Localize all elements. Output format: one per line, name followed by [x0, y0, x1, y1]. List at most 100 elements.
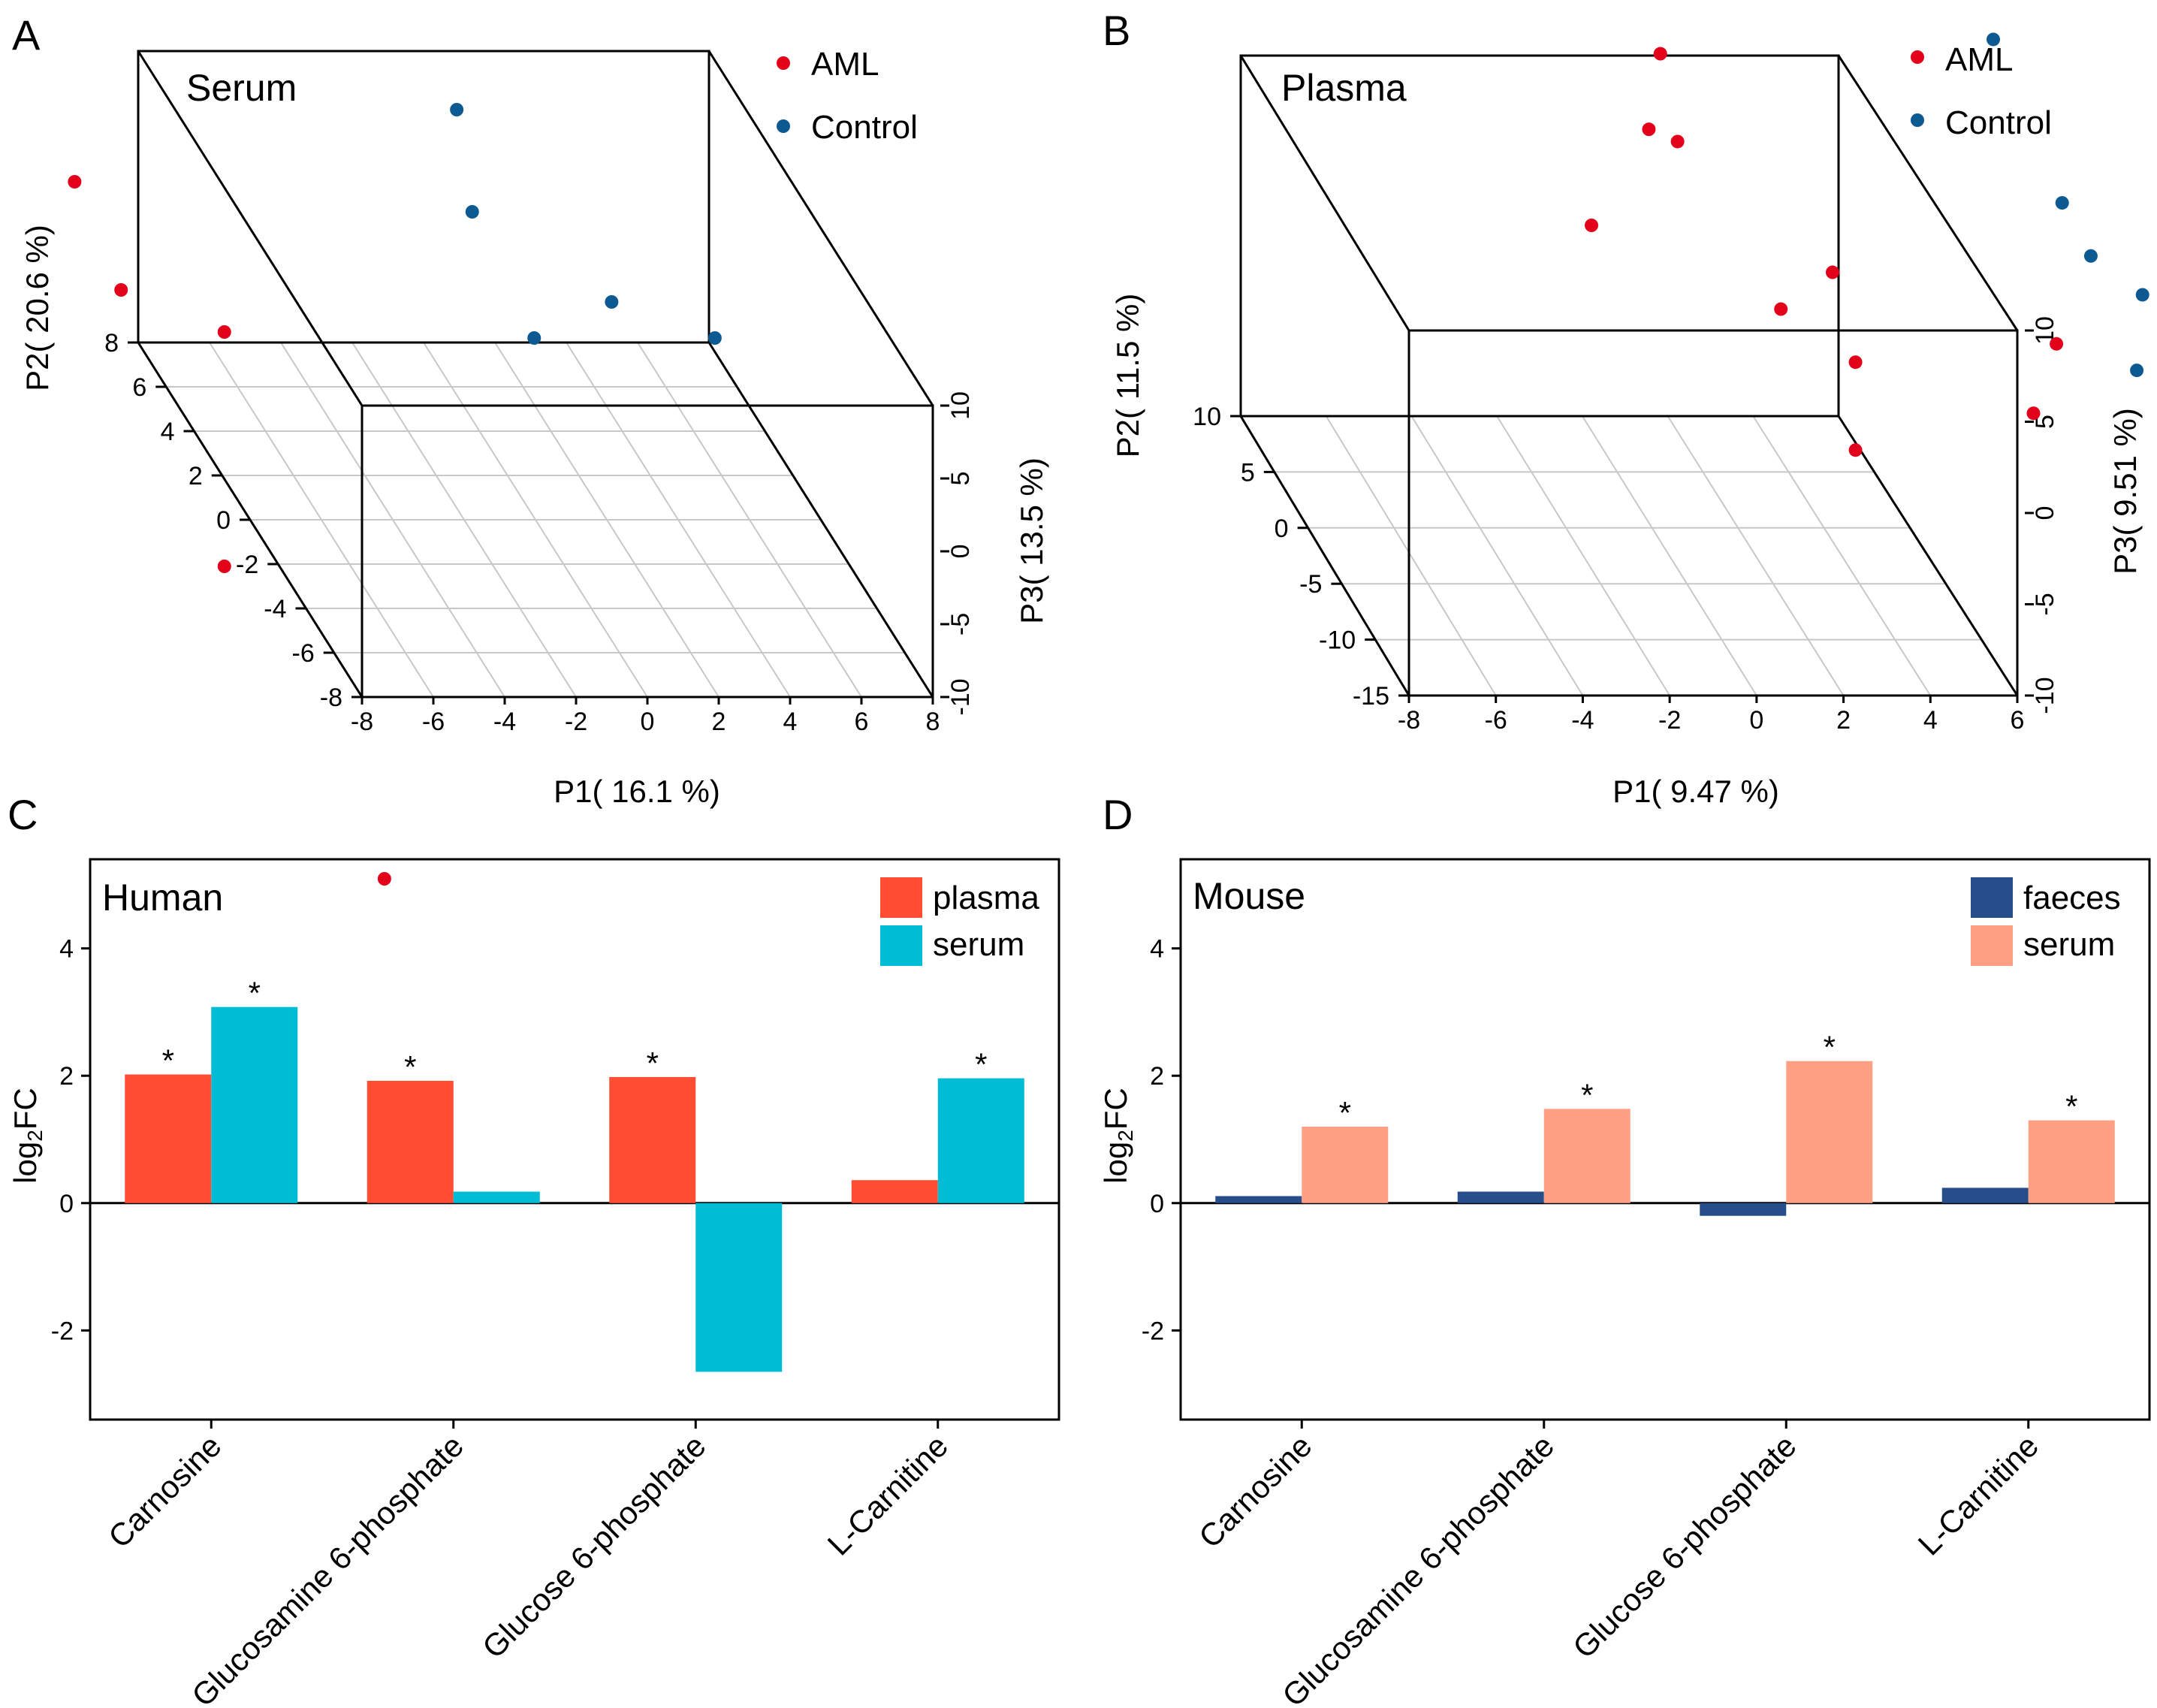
- aml-point: [114, 283, 128, 297]
- x-tick-label: -4: [1571, 706, 1594, 735]
- aml-point: [68, 175, 82, 189]
- x-axis-label: P1( 16.1 %): [554, 774, 720, 809]
- y-tick-label: 2: [59, 1062, 74, 1091]
- bar-serum: [1302, 1127, 1389, 1203]
- panel-label-d: D: [1103, 791, 1133, 838]
- y-tick-label: -4: [264, 595, 286, 623]
- x-tick-label: -6: [1485, 706, 1507, 735]
- y-tick-label: 0: [59, 1190, 74, 1218]
- x-tick-label: -4: [493, 708, 516, 736]
- y-axis-ticks: 10 50 -5 -10 -15: [1193, 403, 1409, 711]
- y-tick-label: -2: [51, 1317, 74, 1345]
- x-tick-label: 6: [2011, 706, 2025, 735]
- y-tick-label: -15: [1353, 682, 1389, 711]
- legend-marker-control: [1911, 113, 1924, 127]
- x-tick-label: -8: [1398, 706, 1420, 735]
- y-tick-label: 5: [1241, 458, 1255, 487]
- bar-faeces: [1700, 1203, 1787, 1216]
- plot-title: Human: [102, 877, 223, 919]
- y-tick-label: 0: [1150, 1190, 1164, 1218]
- aml-point: [1848, 355, 1863, 370]
- control-point: [2055, 196, 2069, 210]
- panel-a: A Serum AML Control -8 -6 -4 -2 0 2 4 6 8 86420-…: [12, 11, 1049, 886]
- plot-area: [1179, 858, 2151, 1421]
- z-axis-label: P3( 9.51 %): [2107, 408, 2143, 575]
- z-tick-label: 0: [2031, 506, 2059, 521]
- points: [1585, 32, 2149, 457]
- panel-label-b: B: [1103, 7, 1130, 54]
- bar-serum: [1543, 1109, 1631, 1203]
- aml-point: [1653, 47, 1667, 61]
- z-tick-label: 10: [946, 391, 975, 420]
- legend-swatch-serum: [880, 925, 922, 966]
- y-tick-label: -2: [236, 551, 258, 579]
- significance-star: *: [1824, 1030, 1836, 1065]
- x-axis-ticks: -8 -6 -4 -2 0 2 4 6: [1398, 696, 2025, 735]
- cube-frame-a: [137, 50, 934, 699]
- y-tick-label: 4: [1150, 935, 1164, 964]
- x-tick-label: -8: [351, 708, 373, 736]
- plot-area: [89, 858, 1060, 1421]
- legend-swatch-plasma: [880, 877, 922, 918]
- x-tick-label: 0: [641, 708, 655, 736]
- category-label: L-Carnitine: [821, 1428, 955, 1562]
- y-axis-ticks: 4 2 0 -2: [1142, 935, 2149, 1345]
- bars: * * * *: [1215, 1030, 2115, 1216]
- category-label: Glucosamine 6-phosphate: [1275, 1428, 1561, 1708]
- y-axis-label: log2FC: [8, 1088, 47, 1184]
- aml-point: [2026, 406, 2041, 421]
- grid-line: [1410, 415, 1584, 696]
- legend: faeces serum: [1971, 877, 2121, 966]
- aml-point: [377, 872, 391, 886]
- grid-line: [1752, 415, 1932, 696]
- legend-swatch-faeces: [1971, 877, 2013, 918]
- aml-point: [1848, 443, 1863, 457]
- bar-faeces: [1457, 1191, 1544, 1203]
- grid-line: [1325, 415, 1497, 696]
- panel-label-c: C: [8, 791, 38, 838]
- legend-label-aml: AML: [811, 46, 879, 83]
- x-tick-label: 2: [712, 708, 726, 736]
- y-tick-label: -5: [1299, 570, 1322, 599]
- y-tick-label: -10: [1319, 626, 1356, 655]
- y-axis-label: P2( 11.5 %): [1110, 294, 1145, 458]
- panel-d: D Mouse faeces serum log2FC 4 2 0 -2 * * * * C…: [1098, 791, 2151, 1708]
- x-axis-ticks: -8 -6 -4 -2 0 2 4 6 8: [351, 697, 940, 736]
- plot-title: Serum: [186, 67, 297, 109]
- legend-label-control: Control: [1945, 104, 2052, 141]
- aml-point: [1642, 122, 1656, 137]
- control-point: [2135, 288, 2149, 302]
- control-point: [2083, 249, 2098, 263]
- y-tick-label: 6: [132, 373, 146, 402]
- aml-point: [1585, 219, 1598, 232]
- z-tick-label: -5: [946, 613, 975, 635]
- z-tick-label: 0: [946, 545, 975, 559]
- bar-serum: [2028, 1120, 2115, 1203]
- significance-star: *: [647, 1046, 659, 1081]
- x-tick-label: 2: [1836, 706, 1851, 735]
- bar-serum: [937, 1078, 1024, 1203]
- control-point: [1987, 32, 2000, 47]
- z-tick-label: -10: [2031, 677, 2059, 714]
- floor-grid-a: [137, 342, 934, 698]
- aml-point: [2050, 336, 2064, 351]
- control-point: [707, 331, 722, 345]
- y-tick-label: -8: [320, 684, 342, 712]
- z-tick-label: -5: [2031, 593, 2059, 615]
- significance-star: *: [1581, 1077, 1593, 1112]
- significance-star: *: [249, 976, 261, 1011]
- legend-label-control: Control: [811, 109, 918, 146]
- x-tick-label: -6: [422, 708, 445, 736]
- legend-label-serum: serum: [933, 926, 1024, 963]
- x-tick-label: 4: [783, 708, 798, 736]
- category-label: Glucosamine 6-phosphate: [185, 1428, 470, 1708]
- bar-serum: [453, 1191, 540, 1203]
- category-label: Carnosine: [1192, 1428, 1319, 1555]
- legend-swatch-serum: [1971, 925, 2013, 966]
- x-tick-label: -2: [565, 708, 587, 736]
- aml-point: [1670, 134, 1685, 149]
- points: [68, 103, 722, 886]
